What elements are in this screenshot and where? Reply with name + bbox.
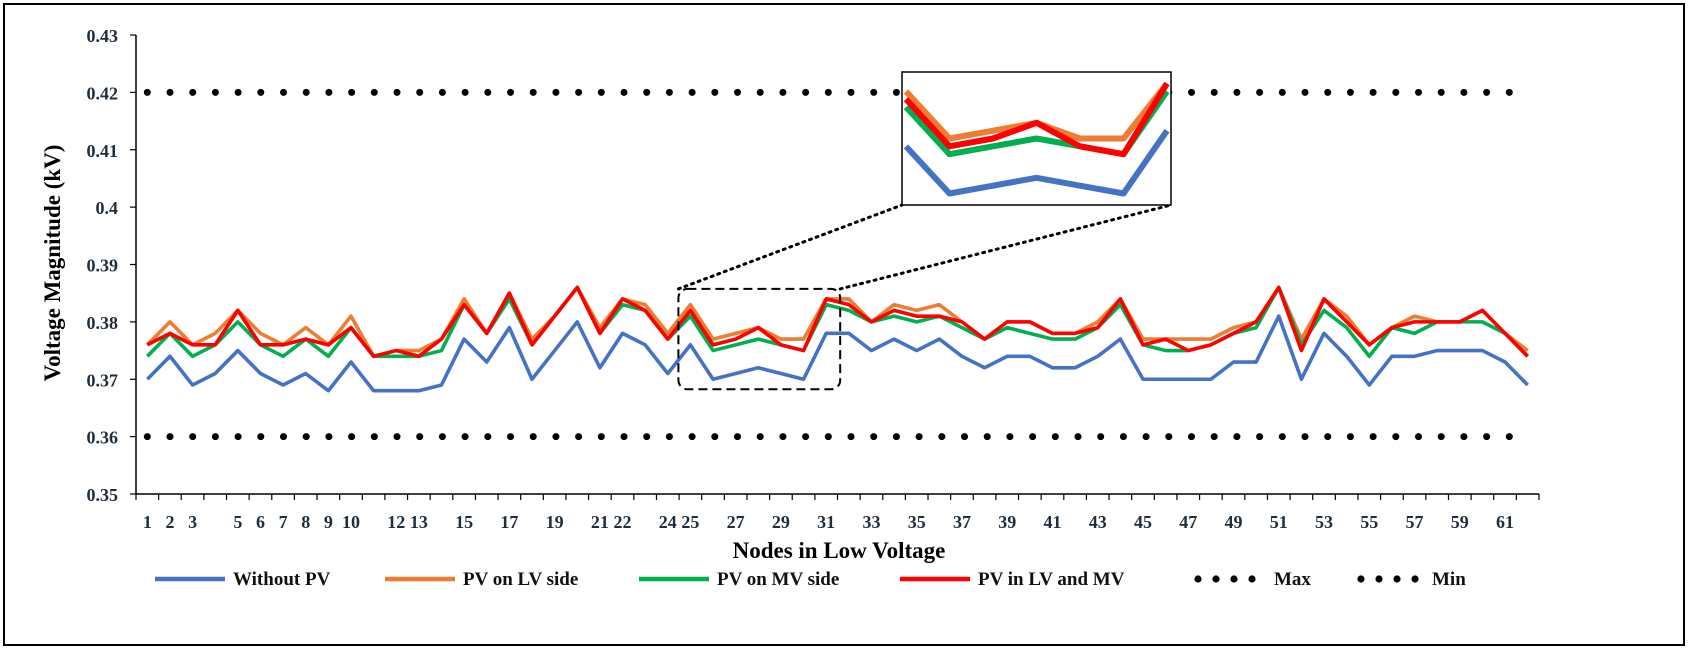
zoom-series-line-1 [903, 128, 1170, 197]
x-axis: 1 2 3 5 6 7 8 9 10 12 13 15 17 19 21 22 24 25 27 29 31 33 35 37… [135, 493, 1540, 532]
legend-label: Min [1432, 569, 1466, 590]
x-tick-label: 31 [817, 512, 835, 532]
x-tick-label: 13 [410, 512, 428, 532]
x-tick-label: 15 [455, 512, 473, 532]
legend-item: Max [1194, 569, 1311, 590]
x-tick-label: 22 [614, 512, 632, 532]
y-tick-label: 0.37 [87, 370, 119, 390]
legend-label: Without PV [233, 569, 331, 590]
x-tick-label: 61 [1496, 512, 1514, 532]
zoom-connector-right [838, 203, 1173, 291]
legend-marker [1411, 575, 1419, 583]
series-line-4 [146, 285, 1529, 359]
x-tick-label: 12 [387, 512, 405, 532]
x-tick-label: 6 [256, 512, 265, 532]
x-tick-label: 45 [1134, 512, 1152, 532]
legend: Without PV PV on LV side PV on MV side PV i… [155, 569, 1466, 590]
x-tick-label: 59 [1451, 512, 1469, 532]
legend-item: Min [1357, 569, 1466, 590]
x-axis-title: Nodes in Low Voltage [733, 538, 946, 563]
legend-item: PV on LV side [385, 569, 578, 590]
x-tick-label: 21 [591, 512, 609, 532]
legend-marker [1375, 575, 1383, 583]
x-tick-label: 8 [301, 512, 310, 532]
x-tick-label: 51 [1270, 512, 1288, 532]
x-tick-label: 35 [908, 512, 926, 532]
x-tick-label: 25 [681, 512, 699, 532]
legend-item: PV in LV and MV [900, 569, 1125, 590]
x-tick-label: 10 [342, 512, 360, 532]
y-tick-label: 0.36 [87, 428, 119, 448]
x-tick-label: 24 [659, 512, 677, 532]
y-tick-label: 0.35 [87, 485, 119, 505]
legend-label: PV on MV side [717, 569, 839, 590]
x-tick-label: 17 [500, 512, 518, 532]
legend-marker [1194, 575, 1202, 583]
x-tick-label: 29 [772, 512, 790, 532]
legend-label: PV on LV side [463, 569, 578, 590]
series-line-2 [146, 285, 1529, 359]
legend-marker [1393, 575, 1401, 583]
legend-item: Without PV [155, 569, 331, 590]
y-axis-title: Voltage Magnitude (kV) [40, 145, 65, 382]
legend-item: PV on MV side [639, 569, 839, 590]
x-tick-label: 41 [1043, 512, 1061, 532]
x-tick-label: 2 [165, 512, 174, 532]
legend-label: PV in LV and MV [978, 569, 1125, 590]
x-tick-label: 1 [143, 512, 152, 532]
zoom-series-line-4 [903, 81, 1170, 158]
legend-label: Max [1274, 569, 1311, 590]
x-tick-label: 47 [1179, 512, 1197, 532]
x-tick-label: 49 [1225, 512, 1243, 532]
zoom-inset [676, 71, 1173, 391]
x-tick-label: 9 [324, 512, 333, 532]
y-tick-label: 0.39 [87, 256, 119, 276]
y-tick-label: 0.4 [96, 198, 119, 218]
series-line-1 [146, 314, 1529, 393]
legend-marker [1357, 575, 1365, 583]
series-lines [146, 285, 1529, 393]
x-tick-label: 5 [233, 512, 242, 532]
x-tick-label: 57 [1406, 512, 1424, 532]
reference-lines [143, 88, 1532, 441]
x-tick-label: 19 [546, 512, 564, 532]
zoom-connector-left [676, 203, 904, 291]
y-tick-label: 0.41 [87, 141, 119, 161]
x-tick-label: 55 [1360, 512, 1378, 532]
x-tick-label: 27 [727, 512, 745, 532]
x-tick-label: 33 [862, 512, 880, 532]
y-tick-label: 0.43 [87, 26, 119, 46]
legend-marker [1230, 575, 1238, 583]
x-tick-label: 37 [953, 512, 971, 532]
y-axis: 0.35 0.36 0.37 0.38 0.39 0.4 0.41 0.42 0.43 [87, 26, 137, 505]
y-tick-label: 0.42 [87, 83, 119, 103]
y-tick-label: 0.38 [87, 313, 119, 333]
x-tick-label: 53 [1315, 512, 1333, 532]
x-tick-label: 43 [1089, 512, 1107, 532]
x-tick-label: 7 [279, 512, 288, 532]
legend-marker [1248, 575, 1256, 583]
legend-marker [1212, 575, 1220, 583]
x-tick-label: 3 [188, 512, 197, 532]
x-tick-label: 39 [998, 512, 1016, 532]
zoom-selection-box [677, 287, 842, 391]
